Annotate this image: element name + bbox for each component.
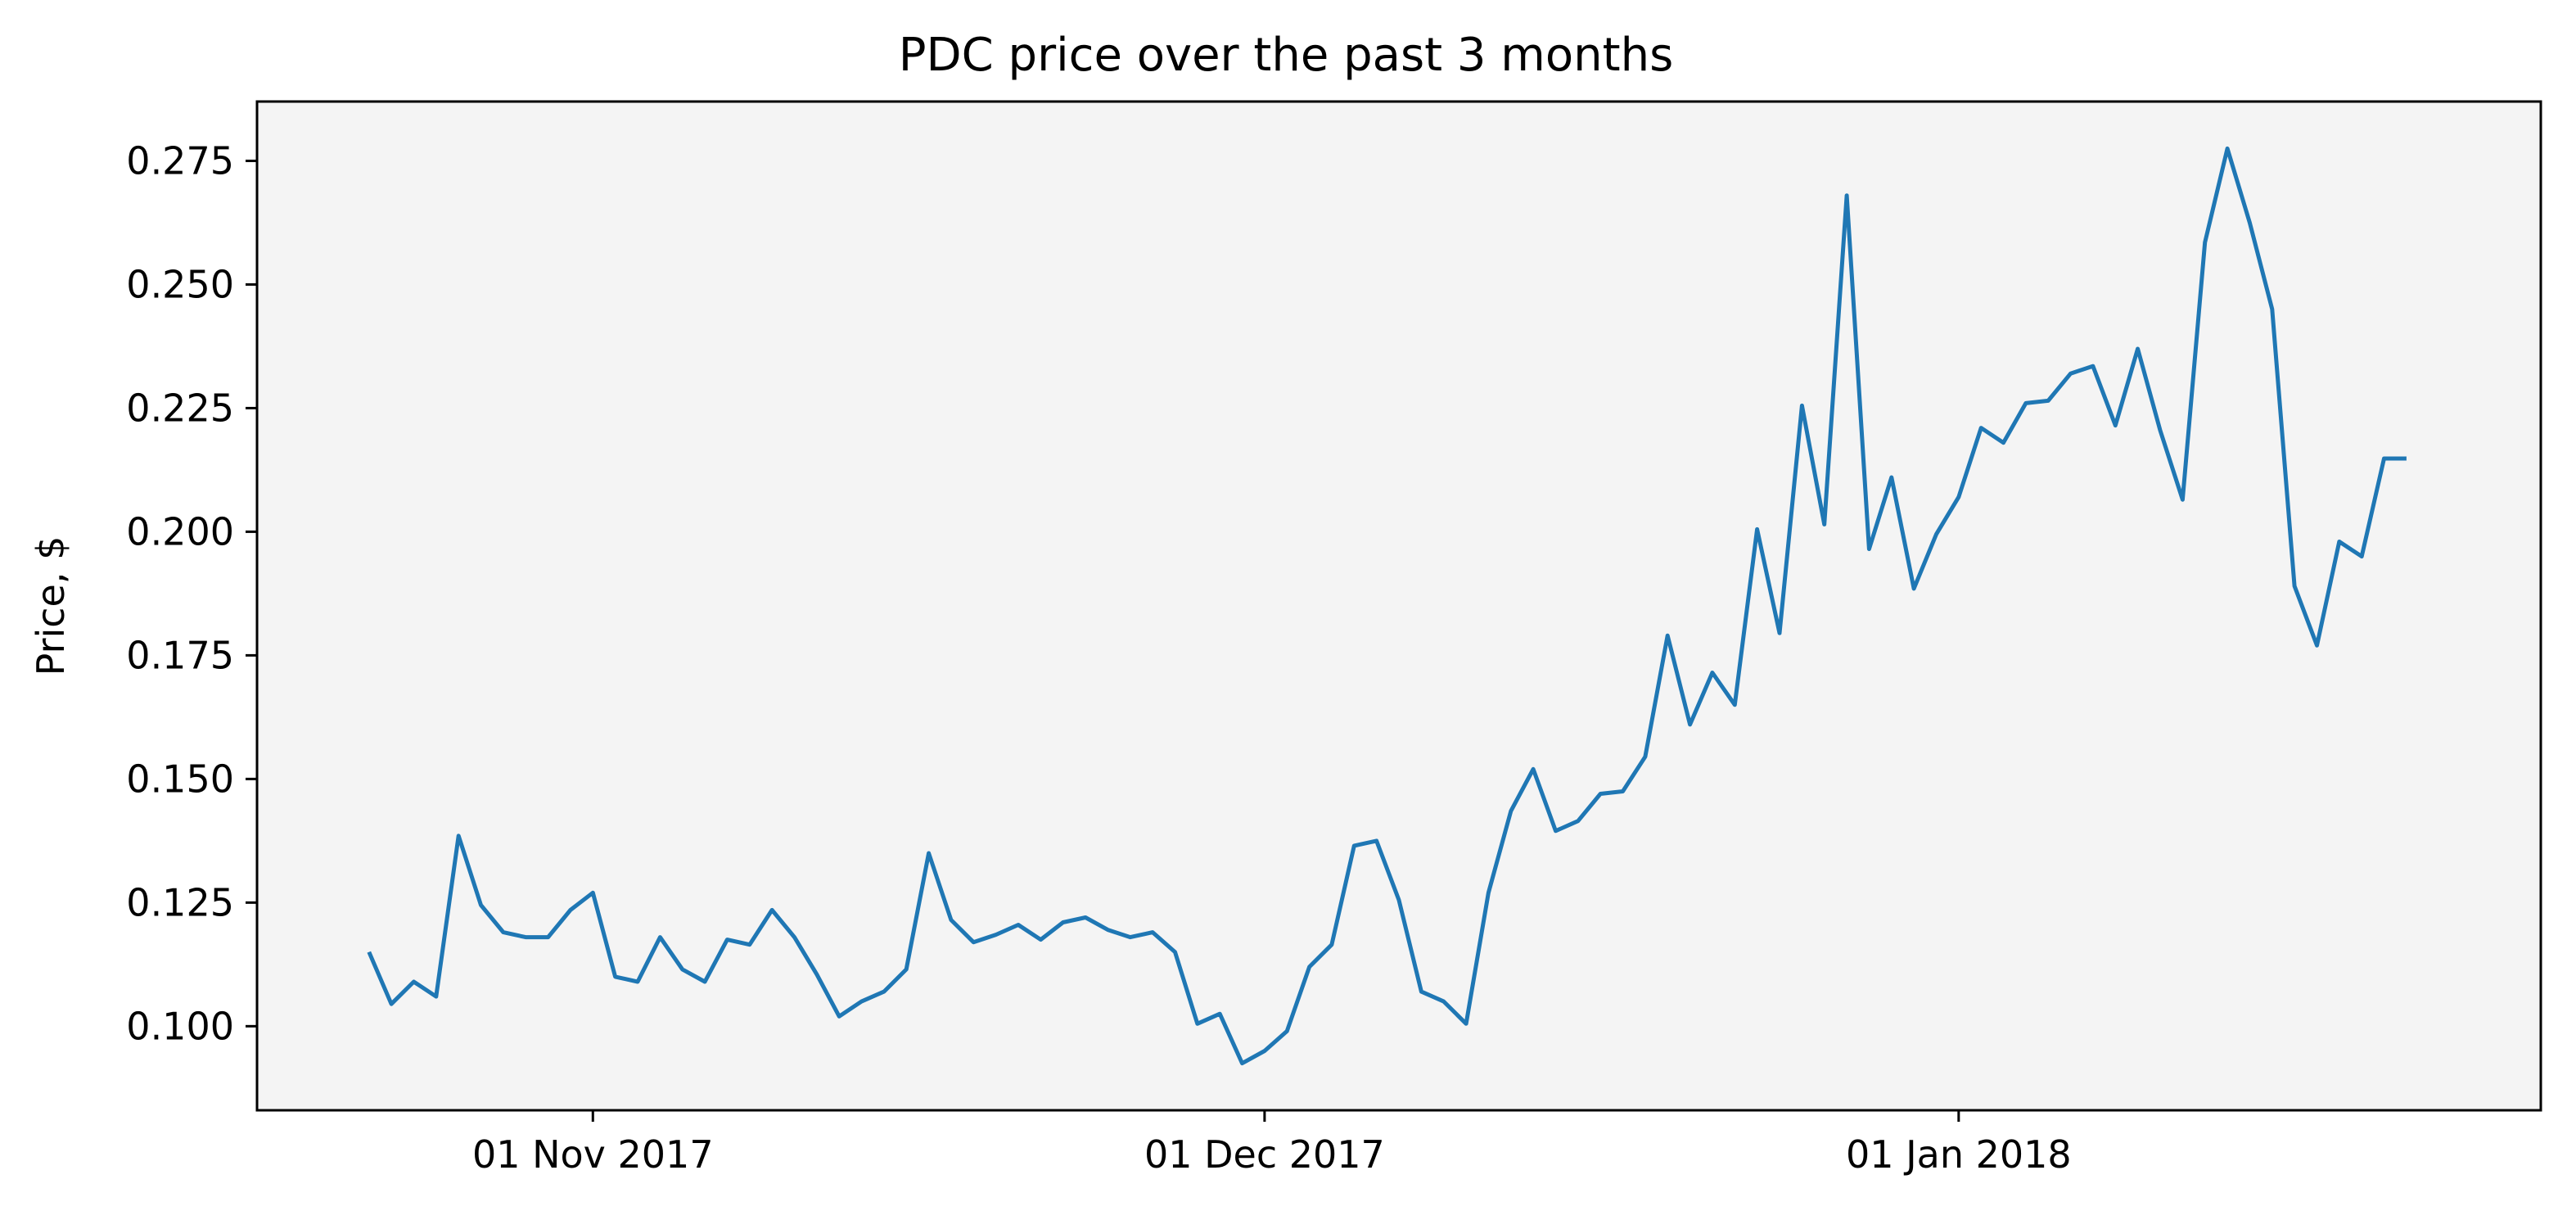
plot-area — [255, 100, 2542, 1112]
price-series-line — [367, 146, 2407, 1066]
x-tick-label: 01 Dec 2017 — [1144, 1132, 1385, 1177]
y-tick-label: 0.125 — [126, 880, 234, 924]
y-tick-label: 0.200 — [126, 509, 234, 554]
y-tick-label: 0.250 — [126, 262, 234, 306]
y-tick-label: 0.175 — [126, 633, 234, 677]
chart-title: PDC price over the past 3 months — [899, 29, 1674, 82]
y-axis-label: Price, $ — [29, 536, 73, 676]
y-tick-label: 0.275 — [126, 138, 234, 183]
y-tick-label: 0.225 — [126, 386, 234, 430]
x-axis: 01 Nov 2017 01 Dec 2017 01 Jan 2018 — [472, 1110, 2072, 1177]
y-axis: 0.100 0.125 0.150 0.175 0.200 0.225 0.250 0.275 — [126, 138, 257, 1048]
y-tick-label: 0.150 — [126, 757, 234, 801]
x-tick-label: 01 Jan 2018 — [1846, 1132, 2072, 1177]
x-tick-label: 01 Nov 2017 — [472, 1132, 714, 1177]
y-tick-label: 0.100 — [126, 1004, 234, 1048]
